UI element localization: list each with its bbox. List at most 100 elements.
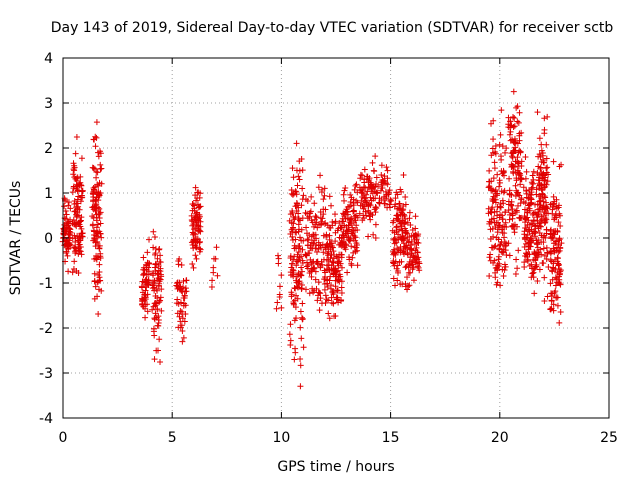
data-point xyxy=(151,356,158,363)
data-point xyxy=(94,238,101,245)
data-point xyxy=(290,298,297,305)
data-point xyxy=(499,249,506,256)
data-point xyxy=(189,260,196,267)
data-point xyxy=(550,158,557,165)
y-tick-label: 0 xyxy=(44,231,53,247)
data-point xyxy=(542,194,549,201)
data-point xyxy=(300,237,307,244)
data-point xyxy=(341,213,348,220)
data-point xyxy=(518,129,525,136)
data-point xyxy=(93,119,100,126)
data-point xyxy=(372,153,379,160)
data-point xyxy=(520,184,527,191)
data-point xyxy=(524,231,531,238)
data-point xyxy=(176,279,183,286)
data-point xyxy=(400,251,407,258)
data-point xyxy=(293,191,300,198)
data-point xyxy=(67,229,74,236)
data-point xyxy=(144,291,151,298)
data-point xyxy=(350,196,357,203)
data-point xyxy=(180,334,187,341)
data-point xyxy=(303,224,310,231)
data-point xyxy=(213,244,220,251)
data-point xyxy=(528,235,535,242)
data-point xyxy=(554,294,561,301)
data-point xyxy=(332,313,339,320)
data-point xyxy=(297,271,304,278)
data-point xyxy=(298,285,305,292)
data-point xyxy=(175,261,182,268)
data-point xyxy=(514,265,521,272)
data-point xyxy=(538,141,545,148)
data-point xyxy=(334,294,341,301)
data-point xyxy=(98,165,105,172)
data-point xyxy=(408,245,415,252)
data-point xyxy=(495,253,502,260)
data-point xyxy=(363,212,370,219)
data-point xyxy=(535,174,542,181)
data-point xyxy=(386,204,393,211)
data-point xyxy=(190,230,197,237)
data-point xyxy=(557,309,564,316)
data-point xyxy=(348,243,355,250)
chart-title: Day 143 of 2019, Sidereal Day-to-day VTE… xyxy=(51,20,614,36)
data-point xyxy=(96,245,103,252)
data-point xyxy=(545,171,552,178)
data-point xyxy=(97,190,104,197)
data-point xyxy=(145,277,152,284)
data-point xyxy=(414,249,421,256)
data-point xyxy=(294,200,301,207)
data-point xyxy=(497,282,504,289)
data-point xyxy=(65,245,72,252)
data-point xyxy=(299,300,306,307)
data-point xyxy=(528,196,535,203)
data-point xyxy=(511,135,518,142)
data-point xyxy=(289,233,296,240)
data-point xyxy=(394,191,401,198)
data-point xyxy=(299,185,306,192)
data-point xyxy=(354,226,361,233)
data-point xyxy=(145,271,152,278)
data-point xyxy=(372,235,379,241)
data-point xyxy=(293,262,300,269)
data-point xyxy=(321,192,328,199)
data-point xyxy=(293,140,300,147)
data-point xyxy=(547,306,554,313)
data-point xyxy=(353,240,360,247)
data-point xyxy=(537,246,544,253)
data-point xyxy=(529,172,536,179)
data-point xyxy=(395,215,402,222)
data-point xyxy=(557,268,564,275)
data-point xyxy=(407,269,414,276)
data-point xyxy=(311,265,318,272)
data-point xyxy=(298,226,305,233)
data-point xyxy=(176,256,183,263)
data-point xyxy=(157,271,164,278)
data-point xyxy=(540,245,547,252)
data-point xyxy=(402,201,409,208)
data-point xyxy=(313,214,320,221)
data-point xyxy=(555,219,562,226)
data-point xyxy=(317,295,324,302)
data-point xyxy=(407,222,414,229)
data-point xyxy=(361,166,368,173)
data-point xyxy=(548,298,555,305)
data-point xyxy=(338,284,345,291)
data-point xyxy=(178,262,185,269)
data-point xyxy=(536,151,543,158)
data-point xyxy=(396,226,403,233)
data-point xyxy=(208,283,215,290)
y-tick-label: -1 xyxy=(39,276,53,292)
data-point xyxy=(299,268,306,275)
data-point xyxy=(394,277,401,284)
data-point xyxy=(492,199,499,206)
data-point xyxy=(497,131,504,138)
data-point xyxy=(337,260,344,267)
data-point xyxy=(344,269,351,276)
data-point xyxy=(154,287,161,294)
data-point xyxy=(515,189,522,196)
data-point xyxy=(405,283,412,290)
data-point xyxy=(513,223,520,230)
data-point xyxy=(505,240,512,247)
data-point xyxy=(91,270,98,277)
